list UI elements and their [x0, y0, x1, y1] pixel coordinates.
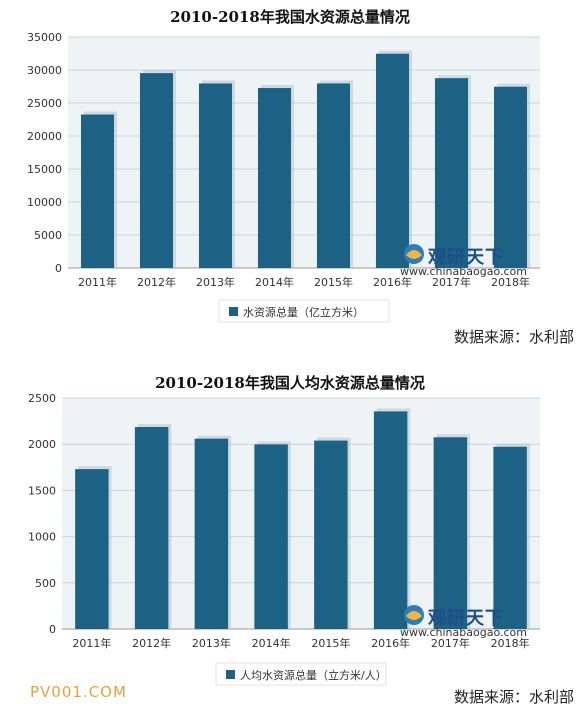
bar — [433, 437, 468, 629]
legend-box — [215, 662, 387, 686]
bar — [314, 440, 348, 629]
y-tick-label: 2500 — [28, 392, 56, 405]
y-tick-label: 0 — [55, 262, 62, 275]
chart-water-per-capita: 0 500 1000 1500 2000 2500 2011年 2012年 2013年 2014年… — [28, 392, 540, 686]
watermark: 观研天下 www.chinabaogao.com — [400, 243, 535, 285]
y-tick-label: 2000 — [28, 438, 56, 451]
x-tick-label: 2015年 — [314, 275, 353, 289]
watermark: 观研天下 www.chinabaogao.com — [400, 604, 535, 646]
bar — [194, 438, 229, 629]
bar — [254, 444, 288, 629]
watermark-url: www.chinabaogao.com — [400, 626, 527, 639]
x-tick-label: 2014年 — [252, 636, 291, 650]
watermark-brand: 观研天下 — [428, 247, 504, 268]
chart-panel-water-total: 0 5000 10000 15000 20000 25000 30000 35000 2011年… — [0, 0, 580, 350]
chart-water-total: 0 5000 10000 15000 20000 25000 30000 35000 2011年… — [27, 31, 540, 323]
bar — [75, 469, 109, 629]
x-tick-label: 2012年 — [137, 275, 176, 289]
x-tick-label: 2018年 — [491, 636, 530, 650]
x-tick-label: 2018年 — [491, 275, 530, 289]
bar — [373, 411, 408, 629]
chart-title: 2010-2018年我国人均水资源总量情况 — [155, 374, 425, 392]
chart-title: 2010-2018年我国水资源总量情况 — [170, 8, 410, 26]
chart-panel-water-per-capita: 0 500 1000 1500 2000 2500 2011年 2012年 2013年 2014年… — [0, 360, 580, 718]
watermark-brand: 观研天下 — [428, 608, 504, 629]
footer-watermark: PV001.COM — [30, 683, 127, 701]
source-note: 数据来源：水利部 — [453, 328, 574, 346]
x-tick-label: 2015年 — [311, 636, 350, 650]
y-tick-label: 1000 — [28, 531, 56, 544]
legend-swatch — [229, 307, 238, 316]
bar — [434, 78, 469, 268]
bar — [375, 53, 410, 269]
bar — [198, 83, 233, 268]
x-tick-label: 2017年 — [431, 636, 470, 650]
y-tick-label: 10000 — [27, 196, 62, 209]
y-tick-label: 15000 — [27, 163, 62, 176]
legend-label: 人均水资源总量（立方米/人） — [240, 668, 387, 682]
x-tick-label: 2013年 — [196, 275, 235, 289]
brand-logo-icon — [404, 244, 424, 264]
x-tick-label: 2013年 — [192, 636, 231, 650]
watermark-url: www.chinabaogao.com — [400, 265, 527, 278]
bar — [493, 446, 527, 629]
bar — [134, 427, 169, 629]
x-tick-label: 2012年 — [132, 636, 171, 650]
source-note: 数据来源：水利部 — [453, 688, 574, 706]
bar — [316, 83, 351, 268]
y-tick-label: 500 — [35, 577, 56, 590]
legend-swatch — [226, 670, 235, 679]
x-tick-label: 2011年 — [78, 275, 117, 289]
x-tick-label: 2016年 — [373, 275, 412, 289]
y-tick-label: 35000 — [27, 31, 62, 44]
y-tick-label: 20000 — [27, 130, 62, 143]
x-tick-label: 2014年 — [255, 275, 294, 289]
x-tick-label: 2016年 — [371, 636, 410, 650]
y-tick-label: 5000 — [34, 229, 62, 242]
bar — [257, 88, 292, 268]
x-tick-label: 2011年 — [72, 636, 111, 650]
bar — [493, 86, 528, 268]
y-tick-label: 25000 — [27, 97, 62, 110]
legend-box — [218, 299, 390, 323]
x-tick-label: 2017年 — [432, 275, 471, 289]
brand-logo-icon — [404, 605, 424, 625]
y-tick-label: 30000 — [27, 64, 62, 77]
y-tick-label: 0 — [49, 623, 56, 636]
y-tick-label: 1500 — [28, 484, 56, 497]
legend-label: 水资源总量（亿立方米） — [243, 305, 364, 319]
bar — [139, 73, 174, 268]
bar — [80, 114, 115, 268]
